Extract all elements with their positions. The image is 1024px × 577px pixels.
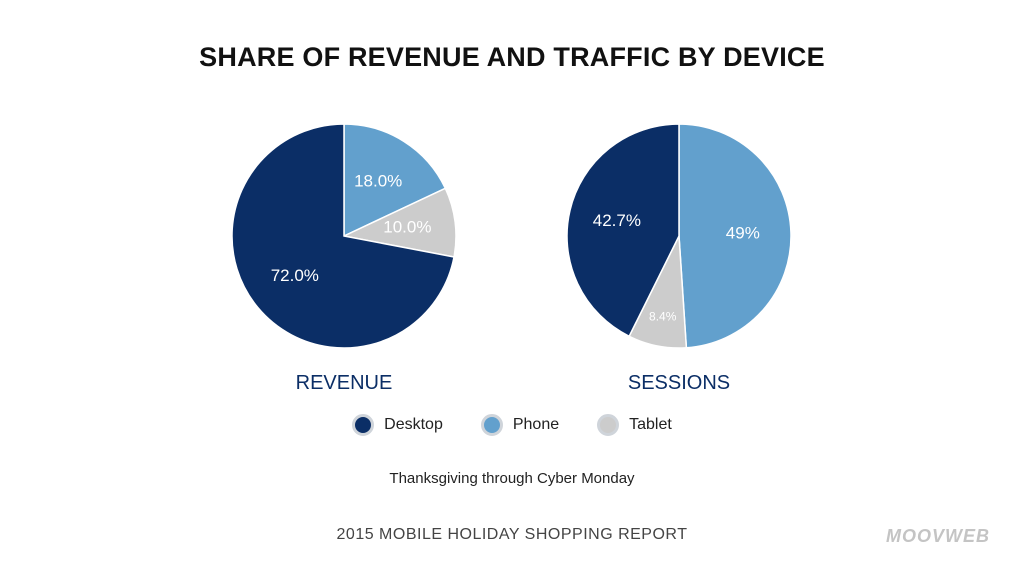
legend-label-tablet: Tablet [629,416,672,433]
legend-label-desktop: Desktop [384,416,443,433]
legend-label-phone: Phone [512,416,560,433]
legend-item-desktop: Desktop [352,414,443,436]
pie-1-slice-phone [678,123,792,349]
pie-0-label-phone: 18.0% [354,172,402,191]
pie-0-slice-desktop [231,123,455,349]
pie-1-slice-desktop [566,123,680,338]
legend-swatch-desktop [352,414,375,436]
sessions-chart-label: SESSIONS [627,372,731,394]
legend-swatch-phone [480,414,503,436]
legend: Desktop Phone Tablet [0,414,1024,436]
legend-item-tablet: Tablet [597,414,672,436]
revenue-chart-label: REVENUE [295,372,393,394]
date-range-note: Thanksgiving through Cyber Monday [389,470,635,487]
legend-swatch-tablet [597,414,620,436]
pie-1-label-phone: 49% [726,223,760,242]
pie-0-label-tablet: 10.0% [383,217,431,236]
report-footer: 2015 MOBILE HOLIDAY SHOPPING REPORT [336,526,688,543]
pie-0-label-desktop: 72.0% [271,266,319,285]
legend-item-phone: Phone [480,414,560,436]
pie-1-label-desktop: 42.7% [593,211,641,230]
pie-1-label-tablet: 8.4% [649,309,677,323]
pie-0-slice-phone [343,123,447,238]
chart-title: SHARE OF REVENUE AND TRAFFIC BY DEVICE [199,42,825,72]
moovweb-logo: MOOVWEB [886,526,990,546]
